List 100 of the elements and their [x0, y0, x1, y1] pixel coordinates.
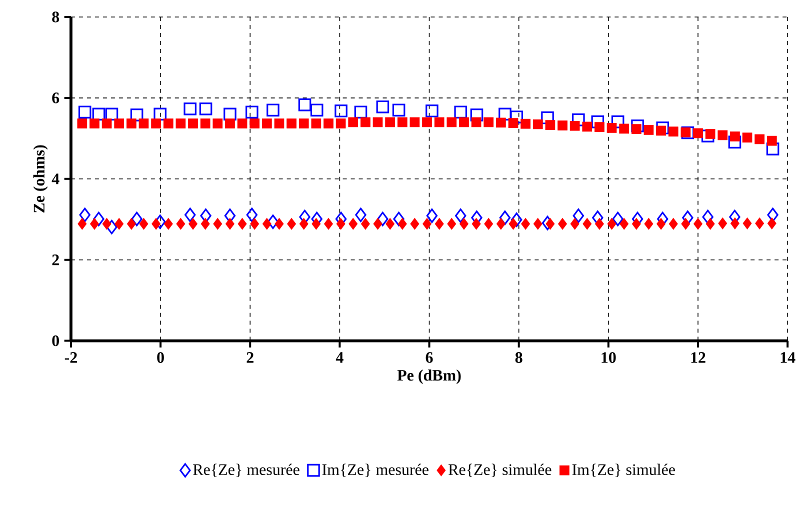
point [594, 218, 604, 230]
point [393, 212, 404, 226]
point [114, 118, 124, 129]
point [312, 218, 321, 230]
point [114, 218, 124, 230]
point [336, 118, 346, 129]
point [376, 100, 390, 114]
point [102, 118, 112, 129]
point [730, 218, 740, 230]
point [644, 218, 654, 230]
x-tick-label: 4 [336, 352, 344, 363]
point [572, 208, 584, 224]
point [611, 116, 624, 128]
point [766, 136, 777, 146]
point [582, 218, 592, 230]
x-tick-label: 12 [691, 352, 706, 363]
point [541, 112, 554, 124]
point [225, 218, 234, 230]
point [454, 106, 468, 119]
point [274, 118, 284, 129]
point [130, 108, 144, 122]
point [348, 218, 358, 230]
point [184, 102, 196, 116]
point [520, 119, 530, 129]
x-tick-label: 10 [602, 352, 616, 364]
point [385, 117, 396, 128]
y-tick-label: 6 [52, 92, 60, 104]
point [644, 125, 654, 135]
point [334, 104, 348, 118]
point [386, 218, 395, 230]
point [632, 218, 641, 230]
point [498, 108, 512, 121]
point [298, 118, 309, 129]
point [681, 126, 694, 140]
point [484, 117, 494, 128]
x-tick-label: 14 [780, 352, 796, 363]
point [299, 218, 308, 230]
point [286, 118, 296, 129]
point [631, 124, 642, 134]
point [138, 118, 149, 129]
x-tick-label: 0 [157, 352, 164, 364]
point [706, 218, 715, 230]
point [558, 218, 567, 230]
point [434, 218, 444, 230]
point [705, 129, 716, 140]
point [496, 118, 506, 128]
point [582, 122, 592, 132]
point [607, 218, 616, 230]
point [545, 120, 556, 130]
point [471, 117, 482, 128]
point [164, 218, 173, 230]
point [105, 108, 118, 121]
point [106, 220, 118, 234]
point [426, 208, 438, 224]
point [188, 218, 198, 230]
point [591, 116, 604, 128]
point [373, 218, 382, 230]
point [188, 118, 198, 129]
point [298, 98, 312, 112]
point [131, 212, 142, 226]
point [184, 208, 196, 222]
point [619, 124, 630, 134]
point [754, 134, 765, 144]
point [496, 218, 506, 230]
point [324, 118, 334, 129]
x-tick-label: 2 [246, 352, 254, 363]
point [508, 218, 518, 230]
point [262, 218, 272, 230]
point [102, 218, 112, 230]
point [606, 123, 617, 133]
point [434, 117, 444, 128]
point [472, 218, 481, 230]
point [682, 210, 694, 226]
point [470, 108, 484, 122]
point [668, 126, 678, 137]
point [392, 104, 406, 117]
y-tick-label: 4 [52, 174, 60, 184]
point [377, 212, 388, 226]
point [246, 208, 258, 222]
point [755, 218, 764, 230]
point [225, 118, 235, 129]
point [266, 104, 280, 117]
point [354, 106, 368, 119]
y-axis-title: Ze (ohms) [33, 145, 48, 213]
point [199, 102, 212, 116]
point [460, 218, 468, 230]
point [410, 117, 420, 128]
point [572, 114, 585, 126]
point [324, 218, 333, 230]
point [728, 136, 742, 149]
point [680, 128, 691, 138]
point [246, 106, 258, 119]
point [250, 118, 260, 129]
y-tick-label: 0 [52, 336, 59, 346]
point [200, 218, 210, 230]
point [767, 208, 778, 222]
point [693, 128, 703, 138]
point [742, 132, 752, 143]
point [348, 117, 358, 128]
point [499, 210, 511, 226]
